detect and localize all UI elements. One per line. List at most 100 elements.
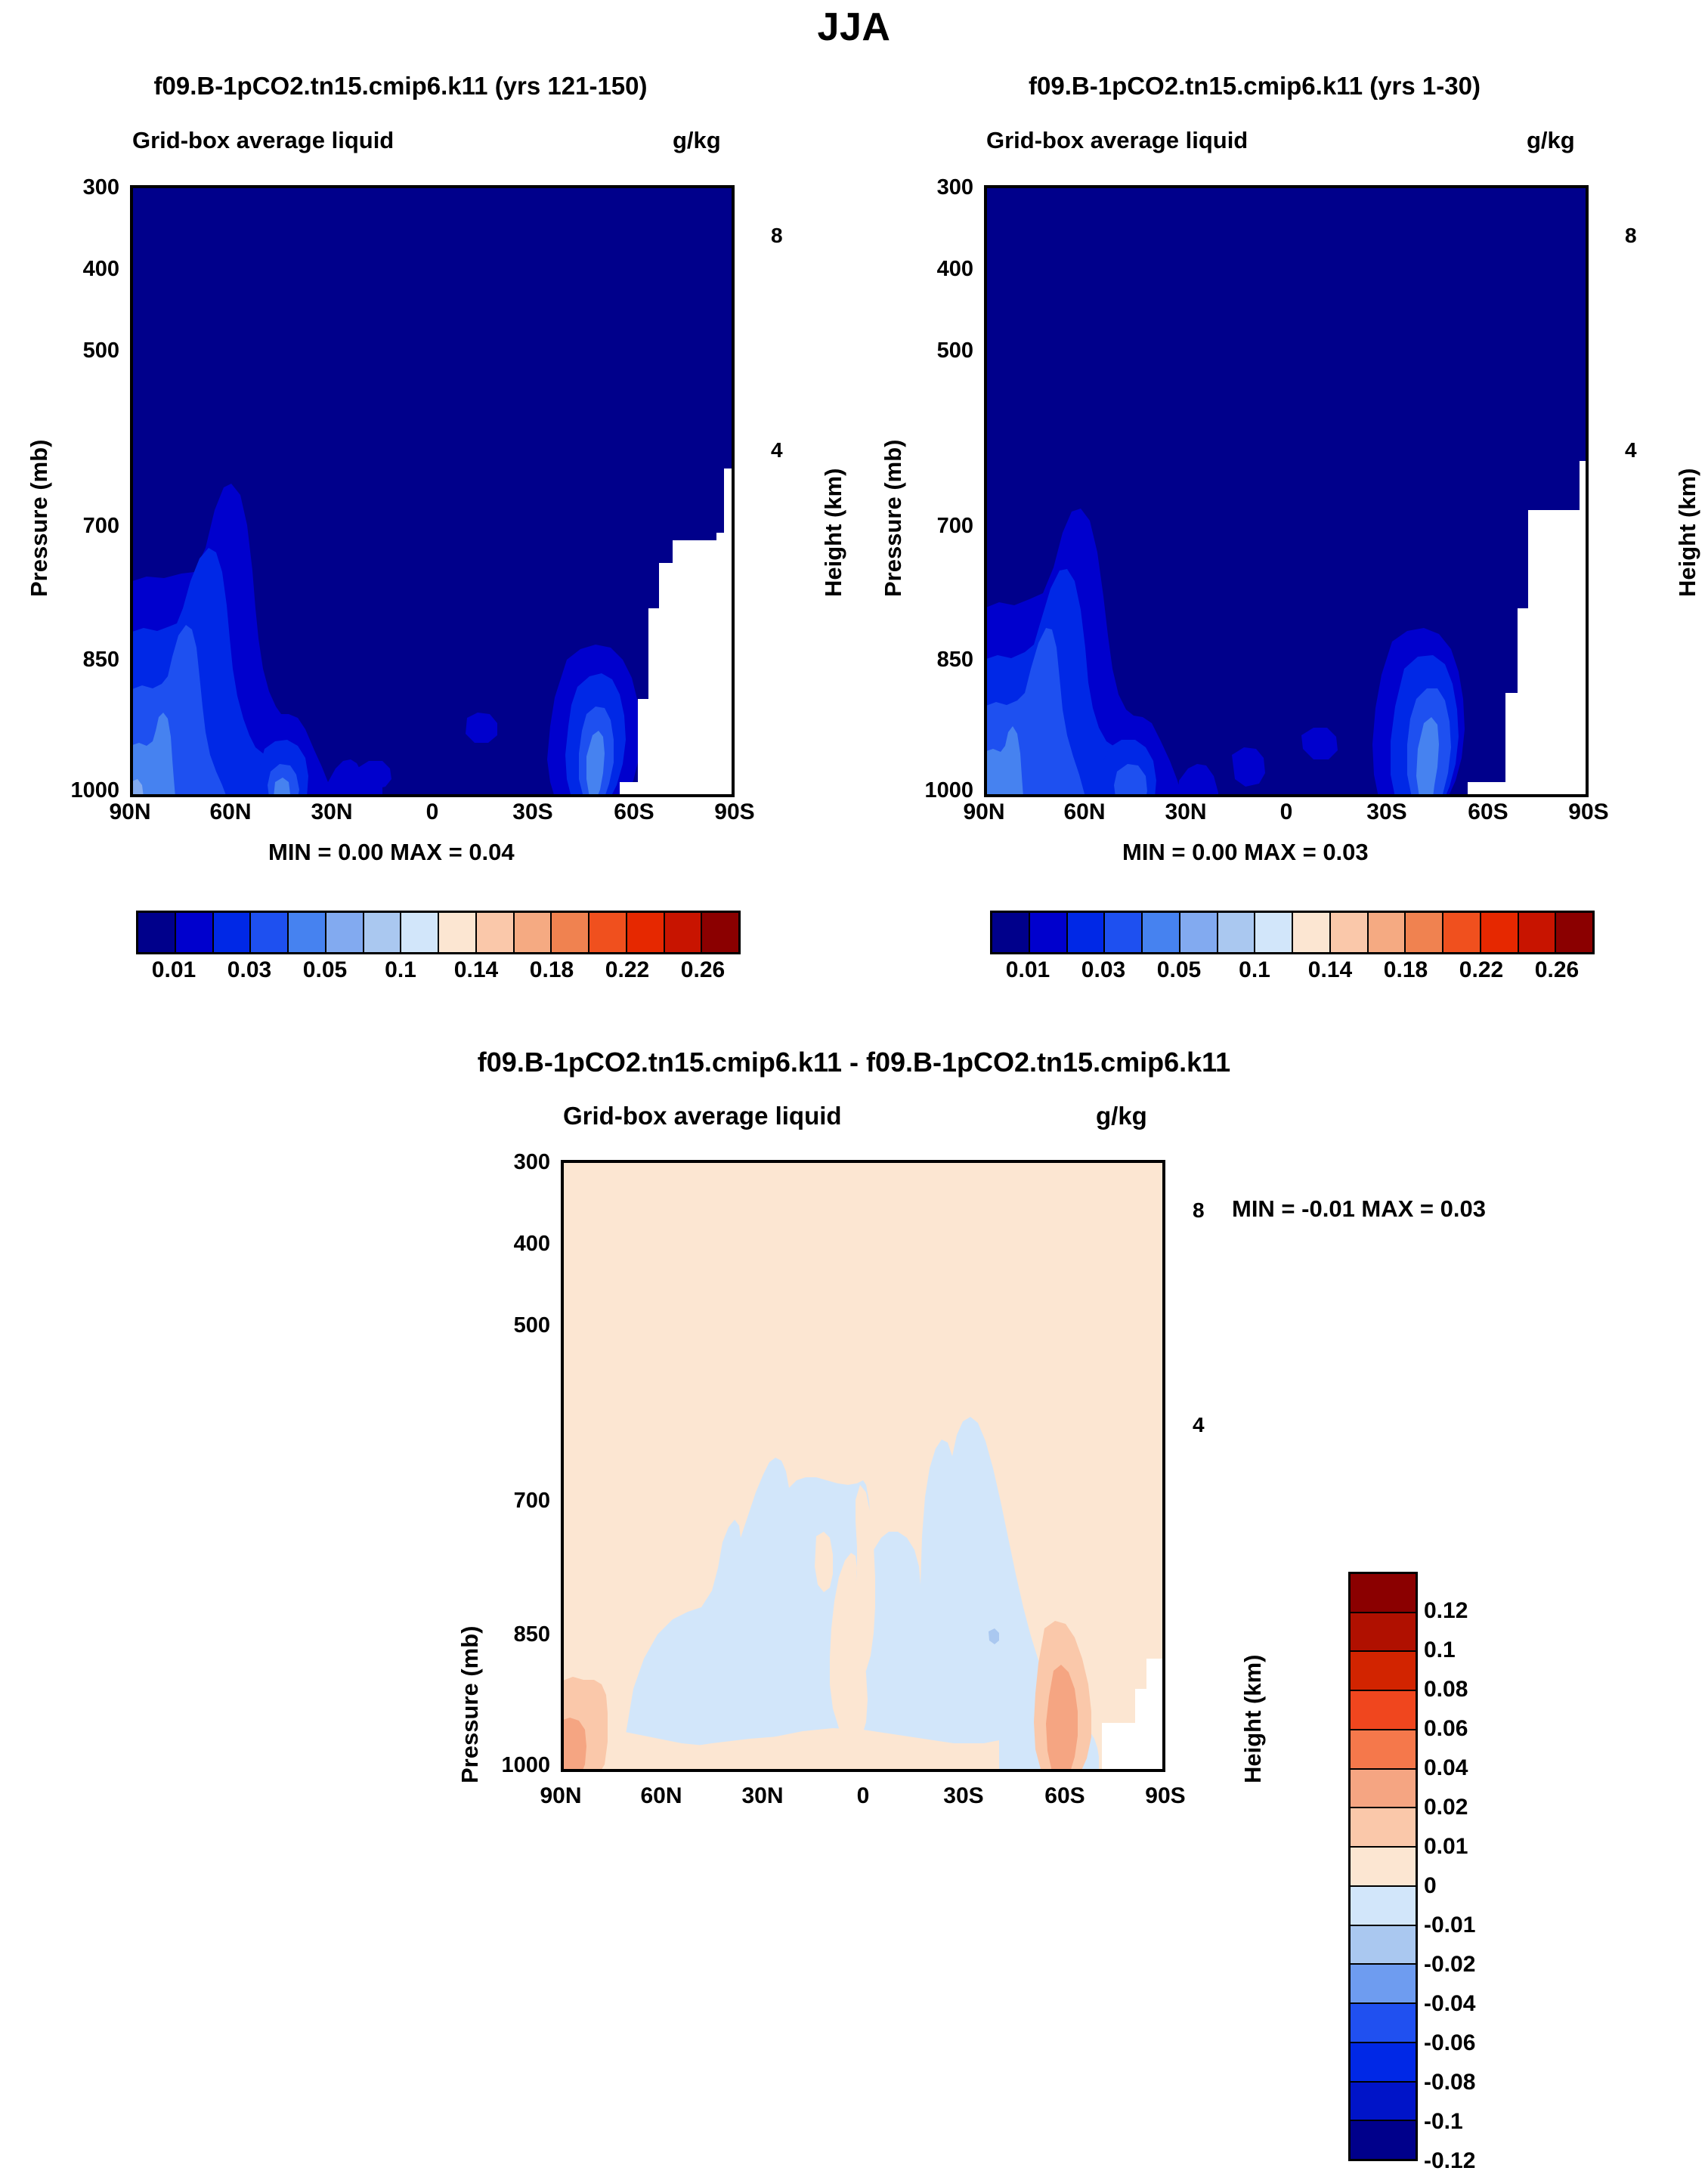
panel-bottom-y2axis-title: Height (km) xyxy=(1239,1654,1266,1784)
height-tick-label: 4 xyxy=(1625,438,1637,462)
colorbar-cell xyxy=(1351,1691,1416,1730)
panel-bottom-units-label: g/kg xyxy=(1096,1102,1147,1130)
colorbar-tick-label: -0.08 xyxy=(1424,2070,1476,2095)
xtick-label: 90N xyxy=(109,799,151,824)
colorbar-cell xyxy=(326,913,364,952)
colorbar-tick-label: 0.06 xyxy=(1424,1716,1468,1741)
ytick-label: 1000 xyxy=(501,1753,550,1777)
panel-top-right: f09.B-1pCO2.tn15.cmip6.k11 (yrs 1-30) Gr… xyxy=(854,0,1708,1028)
ytick-label: 400 xyxy=(82,257,119,281)
xtick-label: 60N xyxy=(209,799,252,824)
colorbar-cell xyxy=(364,913,402,952)
xtick-label: 90S xyxy=(1145,1783,1186,1808)
colorbar-tick-label: 0.12 xyxy=(1424,1598,1468,1623)
colorbar-cell xyxy=(1351,1769,1416,1809)
colorbar-tick-label: 0.26 xyxy=(1534,957,1580,982)
panel-top-right-title: f09.B-1pCO2.tn15.cmip6.k11 (yrs 1-30) xyxy=(1029,72,1481,100)
colorbar-cell xyxy=(1351,1886,1416,1926)
colorbar-cell xyxy=(1351,2004,1416,2043)
ytick-label: 850 xyxy=(82,648,119,672)
ytick-label: 850 xyxy=(513,1622,550,1647)
height-tick-label: 4 xyxy=(1193,1413,1205,1436)
colorbar-cell xyxy=(289,913,326,952)
colorbar-tick-labels: 0.01 0.03 0.05 0.1 0.14 0.18 0.22 0.26 xyxy=(136,954,741,986)
colorbar-tick-label: 0.08 xyxy=(1424,1677,1468,1702)
colorbar-tick-label: 0.22 xyxy=(1459,957,1504,982)
colorbar-cell xyxy=(1351,1965,1416,2005)
colorbar-cell xyxy=(1368,913,1406,952)
ytick-label: 300 xyxy=(82,175,119,199)
colorbar-tick-label: -0.06 xyxy=(1424,2030,1476,2055)
xtick-label: 30N xyxy=(1165,799,1207,824)
panel-top-left-plot-area xyxy=(130,185,735,797)
ytick-label: 1000 xyxy=(70,778,119,802)
panel-top-left-field-label: Grid-box average liquid xyxy=(132,127,395,153)
ytick-label: 700 xyxy=(513,1489,550,1513)
colorbar-tick-label: 0.22 xyxy=(605,957,650,982)
panel-bottom-minmax: MIN = -0.01 MAX = 0.03 xyxy=(1232,1195,1486,1222)
colorbar-tick-label: 0.01 xyxy=(1424,1834,1468,1859)
panel-top-left-title: f09.B-1pCO2.tn15.cmip6.k11 (yrs 121-150) xyxy=(153,72,648,100)
ytick-label: 500 xyxy=(936,339,973,363)
height-tick-label: 8 xyxy=(771,224,783,247)
colorbar-cell xyxy=(1518,913,1557,952)
xtick-label: 60S xyxy=(614,799,654,824)
xtick-label: 30S xyxy=(512,799,553,824)
panel-top-left-units-label: g/kg xyxy=(673,127,721,153)
colorbar-cell xyxy=(1351,1652,1416,1692)
colorbar-strip xyxy=(1348,1572,1418,2161)
colorbar-cell xyxy=(1351,1808,1416,1848)
ytick-label: 400 xyxy=(513,1232,550,1256)
ytick-label: 400 xyxy=(936,257,973,281)
colorbar-cell xyxy=(175,913,214,952)
xtick-label: 0 xyxy=(856,1783,870,1808)
ytick-label: 500 xyxy=(513,1313,550,1337)
colorbar-cell xyxy=(514,913,552,952)
colorbar-tick-label: 0.02 xyxy=(1424,1795,1468,1820)
xtick-label: 90N xyxy=(963,799,1005,824)
colorbar-cell xyxy=(1029,913,1068,952)
colorbar-tick-label: 0.1 xyxy=(1424,1637,1456,1662)
colorbar-cell xyxy=(1351,1848,1416,1887)
panel-top-right-colorbar: 0.01 0.03 0.05 0.1 0.14 0.18 0.22 0.26 xyxy=(990,911,1595,986)
ytick-label: 1000 xyxy=(924,778,973,802)
colorbar-cell xyxy=(1443,913,1481,952)
colorbar-tick-label: 0.1 xyxy=(1239,957,1270,982)
colorbar-tick-label: 0.14 xyxy=(1307,957,1353,982)
colorbar-cell xyxy=(1143,913,1180,952)
panel-top-right-minmax: MIN = 0.00 MAX = 0.03 xyxy=(1122,839,1369,865)
panel-top-right-field-label: Grid-box average liquid xyxy=(986,127,1249,153)
height-tick-label: 8 xyxy=(1193,1198,1205,1222)
xtick-label: 90S xyxy=(1568,799,1609,824)
colorbar-cell xyxy=(1255,913,1293,952)
colorbar-cell xyxy=(213,913,252,952)
xtick-label: 30N xyxy=(741,1783,784,1808)
colorbar-cell xyxy=(251,913,289,952)
xtick-label: 60S xyxy=(1044,1783,1085,1808)
colorbar-cell xyxy=(1067,913,1106,952)
xtick-label: 60N xyxy=(640,1783,682,1808)
colorbar-tick-label: 0.18 xyxy=(529,957,574,982)
colorbar-tick-label: 0.03 xyxy=(1081,957,1126,982)
colorbar-cell xyxy=(627,913,665,952)
colorbar-tick-label: 0.03 xyxy=(227,957,272,982)
colorbar-cell xyxy=(1351,2082,1416,2122)
colorbar-tick-label: 0.26 xyxy=(680,957,726,982)
colorbar-tick-label: 0.1 xyxy=(385,957,416,982)
figure-title: JJA xyxy=(817,5,891,49)
colorbar-cell xyxy=(992,913,1030,952)
colorbar-tick-label: 0.14 xyxy=(453,957,499,982)
height-tick-label: 8 xyxy=(1625,224,1637,247)
colorbar-cell xyxy=(439,913,477,952)
ytick-label: 700 xyxy=(82,514,119,538)
colorbar-tick-label: 0.05 xyxy=(302,957,348,982)
panel-bottom-field-label: Grid-box average liquid xyxy=(563,1102,842,1130)
colorbar-tick-label: -0.01 xyxy=(1424,1913,1476,1937)
ytick-label: 700 xyxy=(936,514,973,538)
colorbar-strip xyxy=(990,911,1595,954)
colorbar-tick-label: -0.12 xyxy=(1424,2148,1476,2173)
panel-top-right-y2axis-title: Height (km) xyxy=(1674,468,1700,598)
colorbar-cell xyxy=(1180,913,1218,952)
colorbar-cell xyxy=(1105,913,1143,952)
colorbar-tick-label: 0.04 xyxy=(1424,1755,1468,1780)
